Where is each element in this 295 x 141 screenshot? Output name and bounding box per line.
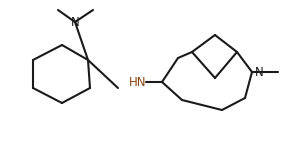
- Text: N: N: [255, 66, 264, 79]
- Text: N: N: [71, 16, 79, 28]
- Text: HN: HN: [129, 75, 147, 89]
